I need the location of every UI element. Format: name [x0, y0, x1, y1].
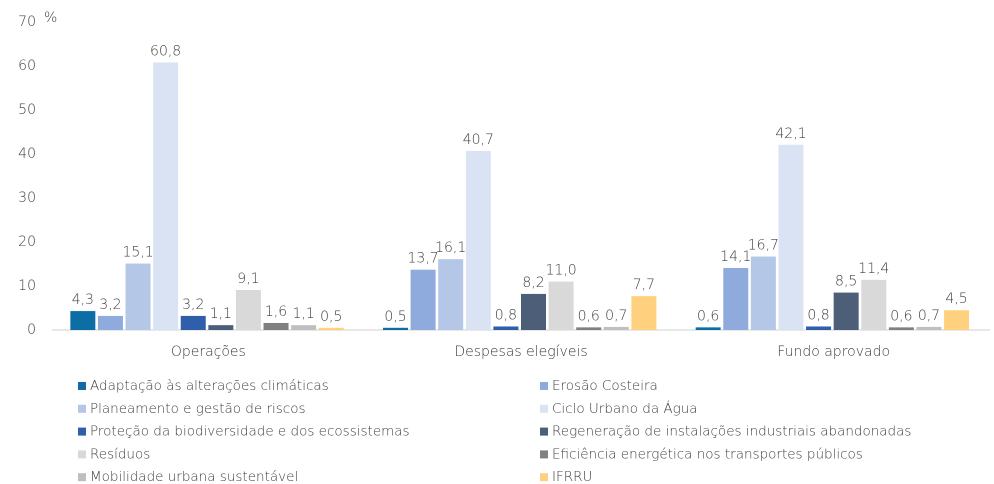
legend-swatch — [540, 382, 548, 390]
bar — [833, 292, 859, 330]
legend-swatch — [78, 382, 86, 390]
legend-swatch — [78, 473, 86, 482]
bar — [153, 62, 179, 330]
legend-label: IFRRU — [552, 469, 592, 484]
legend-label: Proteção da biodiversidade e dos ecossis… — [90, 424, 410, 440]
value-label: 9,1 — [237, 271, 259, 287]
value-label: 0,8 — [495, 307, 517, 323]
value-label: 0,8 — [807, 307, 829, 323]
value-label: 4,5 — [945, 291, 967, 307]
bar — [944, 310, 970, 330]
value-label: 0,7 — [918, 308, 940, 324]
value-label: 15,1 — [122, 245, 153, 261]
y-tick-label: 50 — [18, 102, 36, 118]
value-label: 0,6 — [697, 308, 719, 324]
value-label: 11,0 — [546, 263, 577, 279]
legend-swatch — [540, 473, 548, 482]
value-label: 0,7 — [605, 308, 627, 324]
y-tick-label: 30 — [18, 190, 36, 206]
bar — [548, 281, 574, 330]
legend-label: Resíduos — [90, 446, 150, 462]
legend-label: Ciclo Urbano da Água — [552, 400, 698, 417]
value-label: 1,6 — [265, 304, 287, 320]
value-label: 8,5 — [835, 274, 857, 290]
bar — [750, 256, 776, 330]
bar — [235, 289, 261, 330]
y-tick-label: 0 — [27, 322, 36, 338]
y-tick-label: 70 — [18, 14, 36, 30]
y-tick-label: 10 — [18, 278, 36, 294]
legend-label: Adaptação às alterações climáticas — [90, 378, 329, 394]
legend-swatch — [78, 404, 86, 413]
value-label: 1,1 — [293, 306, 315, 322]
bar — [410, 269, 436, 330]
value-label: 0,5 — [384, 309, 406, 325]
bar — [778, 144, 804, 330]
value-label: 14,1 — [720, 249, 751, 265]
y-tick-label: 40 — [18, 146, 36, 162]
legend-swatch — [78, 450, 86, 459]
value-label: 4,3 — [72, 292, 94, 308]
legend-swatch — [540, 404, 548, 413]
value-label: 42,1 — [775, 126, 806, 142]
value-label: 3,2 — [182, 297, 204, 313]
bar — [603, 326, 629, 330]
legend-label: Mobilidade urbana sustentável — [90, 469, 298, 484]
bar — [695, 327, 721, 330]
bar — [318, 327, 344, 330]
legend-swatch — [540, 450, 548, 459]
bar — [861, 279, 887, 330]
x-tick-label: Fundo aprovado — [777, 344, 890, 360]
value-label: 11,4 — [858, 261, 889, 277]
value-label: 16,1 — [435, 240, 466, 256]
bar — [97, 315, 123, 330]
bar — [576, 327, 602, 330]
legend-label: Erosão Costeira — [552, 378, 658, 394]
bar — [291, 325, 317, 330]
bar — [70, 311, 96, 330]
value-label: 60,8 — [150, 43, 181, 59]
bar — [521, 293, 546, 330]
bar — [631, 296, 657, 330]
value-label: 13,7 — [408, 251, 439, 267]
bar — [916, 326, 942, 330]
y-axis-label: % — [44, 10, 57, 26]
value-label: 0,6 — [890, 308, 912, 324]
y-tick-label: 20 — [18, 234, 36, 250]
bar — [806, 326, 832, 330]
bar — [263, 322, 289, 330]
bar — [383, 327, 408, 330]
value-label: 7,7 — [633, 277, 655, 293]
y-tick-label: 60 — [18, 58, 36, 74]
value-label: 0,6 — [578, 308, 600, 324]
bar — [208, 325, 234, 330]
value-label: 0,5 — [320, 309, 342, 325]
bar — [180, 315, 206, 330]
value-label: 8,2 — [522, 275, 544, 291]
value-label: 16,7 — [748, 238, 779, 254]
bar — [465, 150, 491, 330]
legend-label: Eficiência energética nos transportes pú… — [552, 446, 863, 462]
legend-label: Planeamento e gestão de riscos — [90, 401, 306, 417]
bar — [125, 263, 151, 330]
bar — [438, 259, 464, 330]
value-label: 1,1 — [210, 306, 232, 322]
bar — [493, 326, 519, 330]
x-tick-label: Despesas elegíveis — [454, 344, 587, 360]
value-label: 3,2 — [99, 297, 121, 313]
legend-swatch — [78, 427, 86, 436]
x-tick-label: Operações — [171, 344, 246, 360]
bar — [888, 327, 914, 330]
legend-swatch — [540, 427, 548, 436]
value-label: 40,7 — [463, 132, 494, 148]
legend-label: Regeneração de instalações industriais a… — [552, 424, 911, 440]
bar — [723, 267, 749, 330]
